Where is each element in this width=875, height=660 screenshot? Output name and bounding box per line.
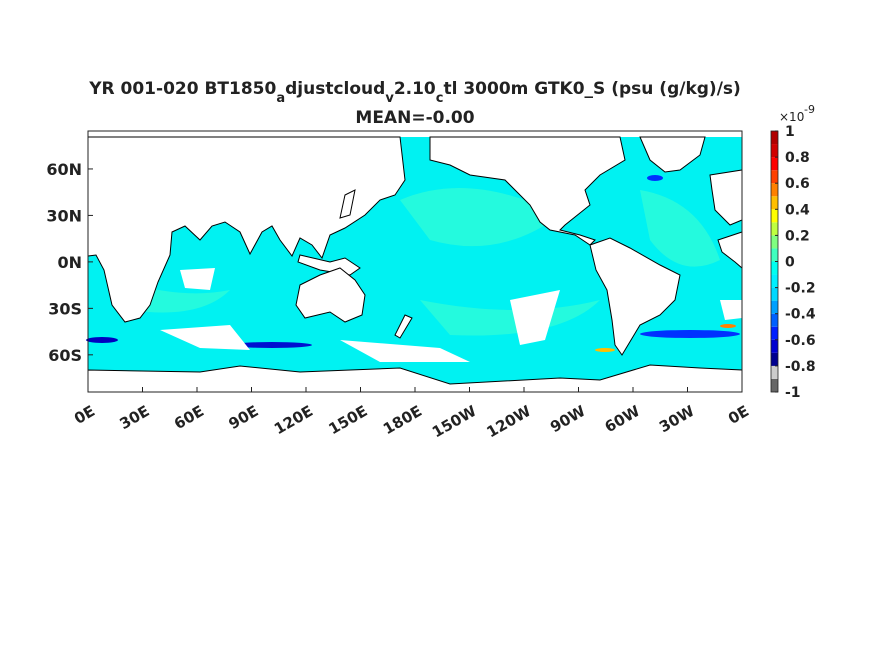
lon-tick-label: 0E <box>725 402 752 428</box>
colorbar-segment <box>771 222 778 236</box>
colorbar-tick-label: 0.6 <box>785 176 810 192</box>
colorbar-segment <box>771 209 778 223</box>
lon-tick-label: 120W <box>484 402 535 442</box>
lon-tick-label: 0E <box>71 402 98 428</box>
colorbar-segment <box>771 326 778 340</box>
lon-tick-label: 60W <box>602 402 644 437</box>
title-part: tl 3000m GTK0_S (psu (g/kg)/s) <box>443 79 740 99</box>
colorbar-segment <box>771 365 778 379</box>
colorbar-segment <box>771 170 778 184</box>
colorbar-segment <box>771 274 778 288</box>
title-subscript: c <box>436 91 444 106</box>
colorbar-tick-label: -0.6 <box>785 333 816 349</box>
lat-tick-label: 30S <box>48 299 82 318</box>
lat-tick-label: 60S <box>48 346 82 365</box>
colorbar-tick-label: 0.2 <box>785 228 810 244</box>
colorbar-tick-label: 1 <box>785 124 795 140</box>
title: YR 001-020 BT1850adjustcloudv2.10ctl 300… <box>88 79 741 106</box>
colorbar-segment <box>771 287 778 301</box>
colorbar-tick-label: 0.4 <box>785 202 810 218</box>
colorbar-segment <box>771 183 778 197</box>
lon-tick-label: 30E <box>117 402 153 433</box>
colorbar-multiplier: ×10 <box>779 110 804 124</box>
colorbar-tick-label: -0.2 <box>785 281 816 297</box>
lat-tick-label: 60N <box>46 160 82 179</box>
colorbar-segment <box>771 235 778 249</box>
colorbar-segment <box>771 248 778 262</box>
colorbar-tick-label: 0 <box>785 255 795 271</box>
lon-tick-label: 150E <box>326 402 371 438</box>
title-subscript: v <box>385 91 394 106</box>
lon-tick-label: 180E <box>380 402 425 438</box>
colorbar-segment <box>771 313 778 327</box>
colorbar-tick-label: -0.8 <box>785 359 816 375</box>
colorbar-segment <box>771 300 778 314</box>
lat-tick-label: 30N <box>46 206 82 225</box>
colorbar-segment <box>771 196 778 210</box>
colorbar-exponent: -9 <box>804 103 815 116</box>
lon-tick-label: 60E <box>171 402 207 433</box>
subtitle: MEAN=-0.00 <box>355 108 474 128</box>
colorbar-segment <box>771 261 778 275</box>
colorbar-tick-label: -0.4 <box>785 307 816 323</box>
colorbar-segment <box>771 339 778 353</box>
lon-tick-label: 120E <box>271 402 316 438</box>
lon-tick-label: 90E <box>226 402 262 433</box>
colorbar-segment <box>771 352 778 366</box>
colorbar-segment <box>771 131 778 145</box>
colorbar-segment <box>771 378 778 392</box>
lon-tick-label: 30W <box>656 402 698 437</box>
title-part: djustcloud <box>285 79 385 99</box>
colorbar-segment <box>771 144 778 158</box>
lat-tick-label: 0N <box>57 253 82 272</box>
title-part: YR 001-020 BT1850 <box>88 79 276 99</box>
colorbar-tick-label: -1 <box>785 385 801 401</box>
title-part: 2.10 <box>394 79 436 99</box>
map-field <box>86 130 743 393</box>
colorbar-segment <box>771 157 778 171</box>
lon-tick-label: 150W <box>429 402 480 442</box>
lon-tick-label: 90W <box>547 402 589 437</box>
colorbar-tick-label: 0.8 <box>785 150 810 166</box>
title-subscript: a <box>276 91 285 106</box>
